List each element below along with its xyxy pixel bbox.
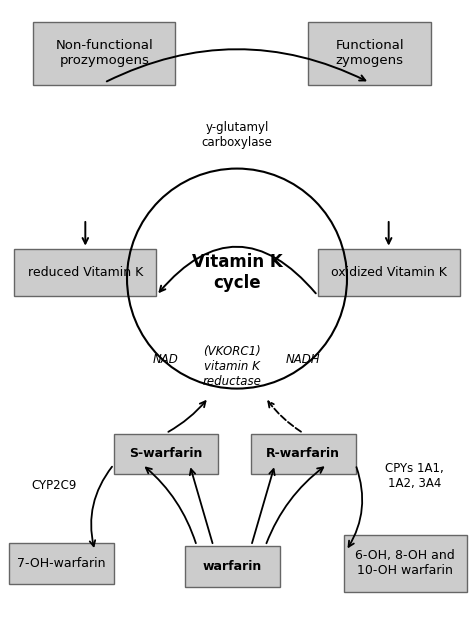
FancyBboxPatch shape	[344, 535, 467, 592]
Text: NADH: NADH	[286, 354, 321, 366]
Text: oxidized Vitamin K: oxidized Vitamin K	[331, 266, 447, 279]
Text: reduced Vitamin K: reduced Vitamin K	[27, 266, 143, 279]
FancyBboxPatch shape	[318, 249, 460, 296]
FancyBboxPatch shape	[308, 22, 431, 85]
Text: warfarin: warfarin	[202, 560, 262, 573]
Text: 7-OH-warfarin: 7-OH-warfarin	[18, 557, 106, 570]
Text: CYP2C9: CYP2C9	[32, 479, 77, 491]
Text: 6-OH, 8-OH and
10-OH warfarin: 6-OH, 8-OH and 10-OH warfarin	[356, 550, 455, 577]
FancyBboxPatch shape	[9, 543, 114, 583]
Text: (VKORC1)
vitamin K
reductase: (VKORC1) vitamin K reductase	[203, 345, 262, 387]
Text: R-warfarin: R-warfarin	[266, 448, 340, 460]
FancyBboxPatch shape	[33, 22, 175, 85]
FancyBboxPatch shape	[14, 249, 156, 296]
Text: Functional
zymogens: Functional zymogens	[336, 39, 404, 67]
Text: CPYs 1A1,
1A2, 3A4: CPYs 1A1, 1A2, 3A4	[385, 462, 444, 490]
FancyBboxPatch shape	[251, 433, 356, 475]
FancyBboxPatch shape	[185, 546, 280, 587]
Text: S-warfarin: S-warfarin	[129, 448, 202, 460]
FancyBboxPatch shape	[114, 433, 218, 475]
Text: NAD: NAD	[153, 354, 179, 366]
Text: Non-functional
prozymogens: Non-functional prozymogens	[55, 39, 153, 67]
Text: y-glutamyl
carboxylase: y-glutamyl carboxylase	[201, 121, 273, 148]
Text: Vitamin K
cycle: Vitamin K cycle	[191, 253, 283, 292]
